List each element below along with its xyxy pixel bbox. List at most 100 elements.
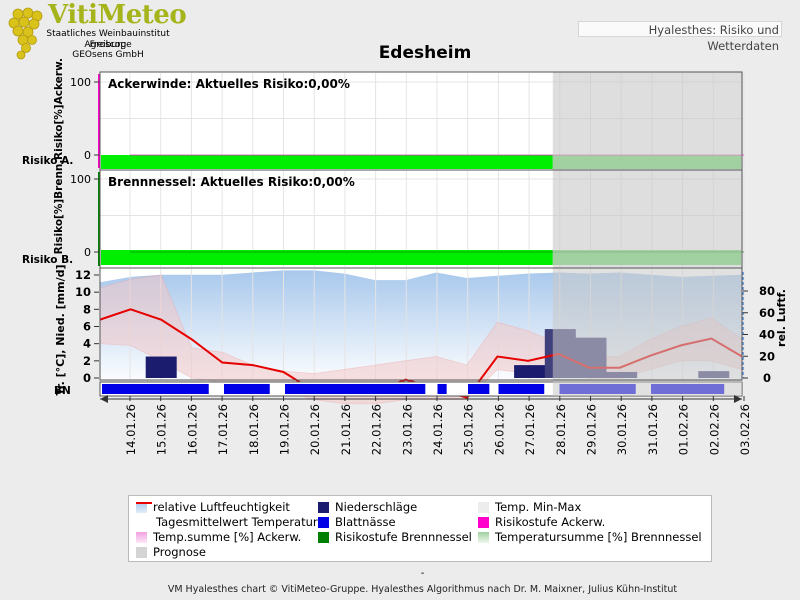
ytick-label: 10: [75, 285, 91, 299]
ytick-label: 60: [759, 306, 775, 320]
legend-item: Prognose: [153, 545, 206, 559]
footer-credit: VM Hyalesthes chart © VitiMeteo-Gruppe. …: [167, 584, 678, 595]
date-label: 21.01.26: [339, 404, 353, 455]
ytick-label: 80: [759, 284, 775, 298]
date-label: 30.01.26: [615, 404, 629, 455]
legend-item: Temp. Min-Max: [495, 500, 582, 514]
ytick-label: 6: [83, 320, 91, 334]
legend-swatch: [478, 502, 489, 513]
brand-name: VitiMeteo: [48, 0, 187, 30]
leaf-wetness-cell: [224, 384, 255, 394]
leaf-wetness-cell: [132, 384, 163, 394]
date-label: 16.01.26: [185, 404, 199, 455]
ytick-label: 0: [763, 371, 771, 385]
leaf-wetness-cell: [346, 384, 377, 394]
leaf-wetness-cell: [376, 384, 407, 394]
date-label: 17.01.26: [216, 404, 230, 455]
date-label: 01.02.26: [677, 404, 691, 455]
ytick-label: 0: [84, 246, 91, 259]
legend-item: Temperatursumme [%] Brennnessel: [495, 530, 702, 544]
ytick-label: 4: [83, 337, 91, 351]
institute-line-2: Agroscope: [84, 40, 132, 50]
precipitation-bar: [514, 365, 546, 378]
leaf-wetness-label: BN: [54, 385, 71, 397]
ytick-label: 100: [70, 76, 91, 89]
legend-item: Tagesmittelwert Temperatur: [156, 515, 318, 529]
prognose-overlay: [552, 170, 742, 268]
ytick-label: 2: [83, 354, 91, 368]
chart-legend: relative Luftfeuchtigkeit Niederschläge Te…: [128, 495, 712, 562]
chart-selector-button[interactable]: Hyalesthes: Risiko und Wetterdaten: [578, 21, 782, 53]
date-label: 24.01.26: [431, 404, 445, 455]
date-label: 31.01.26: [646, 404, 660, 455]
ytick-label: 20: [759, 349, 775, 363]
ytick-label: 8: [83, 302, 91, 316]
ytick-label: 100: [70, 173, 91, 186]
date-label: 26.01.26: [492, 404, 506, 455]
date-label: 25.01.26: [462, 404, 476, 455]
precipitation-bar: [145, 356, 177, 378]
legend-swatch: [136, 502, 147, 513]
legend-swatch: [136, 547, 147, 558]
grape-icon: [8, 7, 43, 60]
date-label: 28.01.26: [554, 404, 568, 455]
risk-bar-ackerwinde: [101, 155, 553, 169]
leaf-wetness-cell: [498, 384, 529, 394]
date-label: 02.02.26: [707, 404, 721, 455]
institute-line-1: Staatliches Weinbauinstitut Freiburg: [46, 29, 170, 50]
ytick-label: 40: [759, 328, 775, 342]
scroll-right-arrow-icon: [734, 395, 742, 403]
legend-item: Temp.summe [%] Ackerw.: [153, 530, 302, 544]
prognose-overlay: [552, 72, 742, 170]
leaf-wetness-cell: [254, 384, 270, 394]
date-label: 23.01.26: [400, 404, 414, 455]
date-label: 18.01.26: [247, 404, 261, 455]
date-label: 27.01.26: [523, 404, 537, 455]
weather-ylabel-right: rel. Luftf.: [775, 289, 788, 347]
leaf-wetness-cell: [315, 384, 346, 394]
legend-item: Risikostufe Brennnessel: [335, 530, 472, 544]
leaf-wetness-cell: [285, 384, 316, 394]
legend-swatch: [136, 532, 147, 543]
ytick-label: 0: [84, 149, 91, 162]
risk-ylabel: Risiko[%]Brenn.: [53, 160, 65, 255]
panel-frame: [99, 267, 743, 381]
weather-ylabel-left: Tr. [°C], Nied. [mm/d]: [54, 265, 67, 396]
risk-annotation: Ackerwinde: Aktuelles Risiko:0,00%: [108, 77, 350, 91]
date-label: 03.02.26: [738, 404, 752, 455]
risk-row-label: Risiko B.: [22, 254, 73, 266]
legend-swatch: [136, 502, 152, 504]
scroll-left-arrow-icon: [100, 395, 108, 403]
risk-ylabel: Risiko[%]Ackerw.: [53, 58, 65, 160]
leaf-wetness-cell: [529, 384, 545, 394]
risk-bar-brennnessel: [101, 250, 553, 265]
leaf-wetness-cell: [468, 384, 490, 394]
footer-dash: -: [420, 568, 425, 579]
legend-swatch: [478, 532, 489, 543]
prognose-overlay: [552, 268, 742, 396]
ytick-label: 12: [75, 268, 91, 282]
date-label: 22.01.26: [370, 404, 384, 455]
legend-item: Niederschläge: [335, 500, 418, 514]
leaf-wetness-cell: [437, 384, 447, 394]
date-label: 20.01.26: [308, 404, 322, 455]
date-label: 29.01.26: [585, 404, 599, 455]
date-label: 14.01.26: [124, 404, 138, 455]
institute-line-3: GEOsens GmbH: [72, 50, 144, 60]
legend-swatch: [318, 517, 329, 528]
leaf-wetness-cell: [193, 384, 209, 394]
legend-item: Risikostufe Ackerw.: [495, 515, 606, 529]
legend-swatch: [318, 532, 329, 543]
date-label: 15.01.26: [155, 404, 169, 455]
chart-title: Edesheim: [378, 43, 472, 63]
leaf-wetness-cell: [102, 384, 133, 394]
vitimeteo-logo: [4, 2, 184, 62]
legend-swatch: [478, 517, 489, 528]
legend-swatch: [318, 502, 329, 513]
legend-item: relative Luftfeuchtigkeit: [153, 500, 290, 514]
legend-item: Blattnässe: [335, 515, 396, 529]
risk-row-label: Risiko A.: [22, 155, 73, 167]
date-label: 19.01.26: [278, 404, 292, 455]
risk-annotation: Brennnessel: Aktuelles Risiko:0,00%: [108, 175, 355, 189]
